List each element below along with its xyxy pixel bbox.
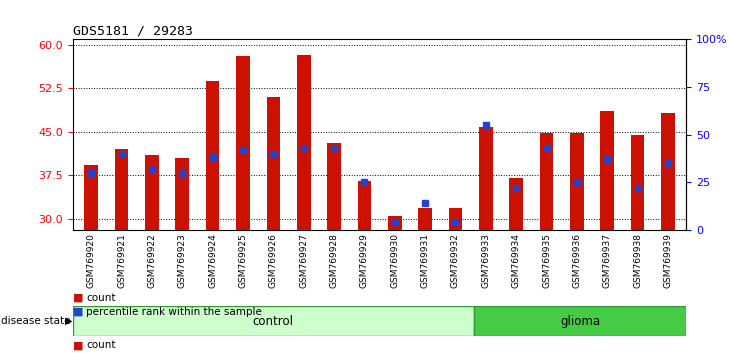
Bar [297,55,310,230]
Bar [449,208,462,230]
Text: count: count [86,341,115,350]
Bar [601,112,614,230]
Text: count: count [86,293,115,303]
Bar [85,165,98,230]
Bar [631,135,645,230]
Bar [237,56,250,230]
Bar [474,306,686,336]
Bar [661,113,675,230]
Text: disease state: disease state [1,316,70,326]
Bar [206,81,220,230]
Bar [145,155,158,230]
Bar [570,133,584,230]
Bar [510,178,523,230]
Bar [266,97,280,230]
Text: ■: ■ [73,307,83,317]
Bar [418,208,432,230]
Text: ▶: ▶ [65,316,72,326]
Bar [175,158,189,230]
Text: ■: ■ [73,341,83,350]
Bar [388,216,402,230]
Bar [73,306,474,336]
Text: ■: ■ [73,293,83,303]
Text: GDS5181 / 29283: GDS5181 / 29283 [73,25,193,38]
Text: control: control [253,315,294,328]
Bar [539,133,553,230]
Bar [115,149,128,230]
Bar [358,181,372,230]
Bar [479,127,493,230]
Text: glioma: glioma [560,315,600,328]
Bar [327,143,341,230]
Text: percentile rank within the sample: percentile rank within the sample [86,307,262,317]
